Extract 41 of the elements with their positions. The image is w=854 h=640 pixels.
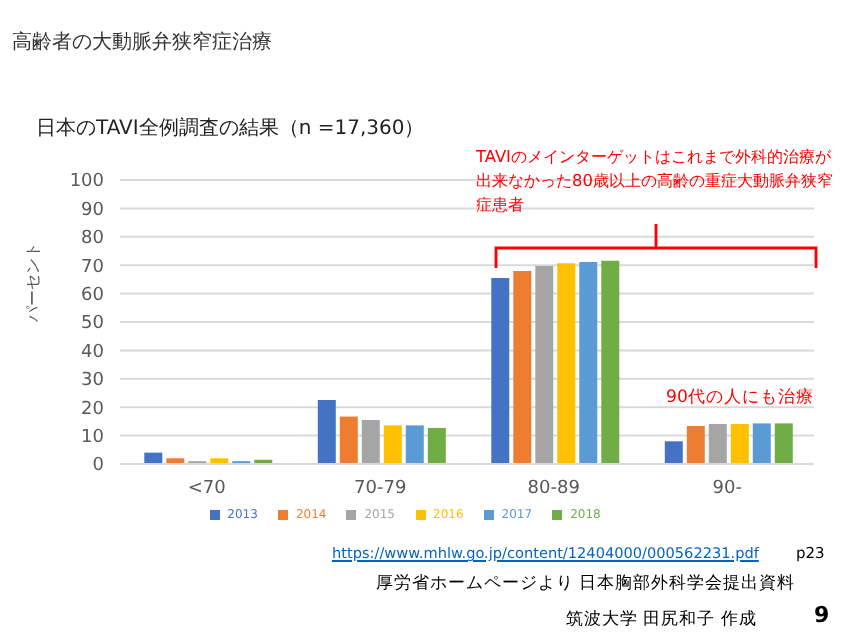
chart-title: 高齢者の大動脈弁狭窄症治療 — [12, 29, 272, 56]
annotation: 90代の人にも治療 — [666, 386, 814, 410]
text: 9 — [814, 602, 830, 628]
y-tick-label: 80 — [81, 229, 105, 250]
y-axis-title: パーセント — [23, 242, 42, 324]
y-tick-label: 100 — [69, 172, 105, 193]
chart-subtitle: 日本のTAVI全例調査の結果（n =17,360） — [36, 115, 425, 142]
y-tick-label: 40 — [81, 342, 105, 363]
x-tick-label: <70 — [187, 478, 227, 499]
text: 筑波大学 田尻和子 作成 — [566, 608, 757, 632]
bar — [579, 262, 598, 464]
y-tick-label: 0 — [92, 456, 105, 477]
bar — [339, 416, 358, 464]
x-tick-label: 70-79 — [354, 478, 407, 499]
y-tick-label: 20 — [81, 399, 105, 420]
bar — [513, 270, 532, 464]
bar — [405, 425, 424, 464]
x-tick-label: 90- — [712, 478, 742, 499]
x-tick-label: 80-89 — [527, 478, 581, 499]
annotation: TAVIのメインターゲットはこれまで外科的治療が出来なかった80歳以上の高齢の重症大動脈弁狭窄症患者 — [476, 144, 835, 216]
y-tick-label: 70 — [81, 257, 105, 278]
y-tick-label: 60 — [81, 285, 105, 306]
bar — [774, 423, 793, 464]
bar — [427, 427, 446, 464]
bar — [383, 425, 402, 464]
text: 厚労省ホームページより 日本胸部外科学会提出資料 — [376, 572, 796, 596]
bar — [708, 423, 727, 464]
bar — [361, 419, 380, 464]
bar — [752, 423, 771, 464]
bar — [317, 400, 336, 464]
bar — [601, 260, 620, 464]
bar — [664, 441, 683, 464]
bar — [535, 266, 554, 464]
bar — [557, 263, 576, 464]
bar — [686, 425, 705, 464]
y-tick-label: 90 — [81, 200, 105, 221]
y-tick-label: 50 — [81, 314, 105, 335]
y-tick-label: 30 — [81, 371, 105, 392]
bar — [730, 423, 749, 464]
y-tick-label: 10 — [81, 427, 105, 448]
bar — [491, 277, 510, 464]
